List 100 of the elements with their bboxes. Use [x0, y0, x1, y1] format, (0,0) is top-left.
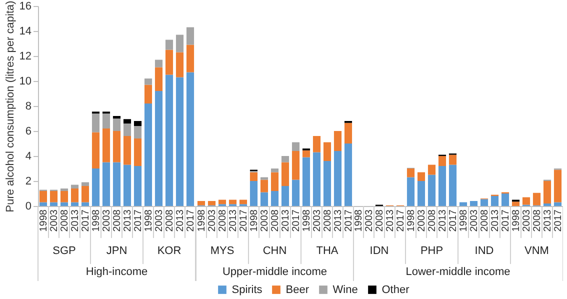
bar [39, 191, 48, 202]
bar [448, 154, 457, 165]
bar [428, 164, 436, 175]
bar [165, 50, 174, 75]
bar [260, 180, 268, 192]
bar [480, 199, 488, 206]
x-tick-label: 1998 [196, 209, 207, 232]
text: VNM [524, 245, 549, 257]
x-axis-title: Lower-middle income [406, 266, 510, 278]
bar [260, 177, 268, 180]
x-tick-label: 2003 [48, 209, 60, 232]
bar [291, 151, 300, 180]
bar [554, 202, 562, 206]
bar [112, 131, 121, 162]
x-tick-label: 2008 [532, 209, 543, 232]
bar [186, 27, 194, 45]
x-tick-label: 1998 [143, 209, 154, 232]
x-tick-label: 2013 [70, 209, 81, 232]
x-tick-label: 2017 [185, 209, 196, 232]
bar [112, 118, 121, 131]
x-tick-label: 2008 [426, 209, 438, 232]
x-tick-label: 2013 [490, 209, 501, 232]
x-tick-label: 2017 [132, 209, 144, 232]
bar [154, 60, 163, 68]
bar [428, 174, 436, 206]
bar [490, 196, 499, 206]
x-tick-label: 2013 [437, 209, 448, 232]
text: JPN [106, 245, 128, 257]
x-tick-label: 2003 [364, 209, 375, 232]
x-tick-label: 2008 [216, 209, 228, 232]
bar [322, 161, 331, 206]
bar [60, 191, 68, 202]
text: KOR [157, 245, 182, 257]
bar [92, 168, 100, 206]
bar [406, 177, 415, 206]
bar [50, 202, 58, 206]
x-tick-label: 2013 [280, 209, 291, 232]
bar [238, 200, 247, 204]
bar [144, 104, 152, 206]
x-tick-label: 2017 [552, 209, 564, 232]
bar [249, 181, 258, 206]
bar [532, 192, 541, 206]
text: IDN [370, 245, 389, 257]
bar [344, 122, 352, 144]
x-tick-label: 2017 [500, 209, 512, 232]
bar [123, 119, 132, 124]
x-tick-label: 2003 [154, 209, 165, 232]
bar [312, 136, 320, 152]
x-tick-label: 2013 [174, 209, 186, 232]
bar [280, 186, 289, 206]
bar [134, 121, 142, 126]
bar [249, 172, 258, 181]
x-tick-label: 2003 [311, 209, 322, 232]
bar [344, 144, 352, 206]
bar [270, 168, 278, 172]
x-tick-label: 1998 [38, 209, 50, 232]
x-tick-label: 2013 [122, 209, 134, 232]
y-tick-label: 2 [25, 176, 32, 188]
x-tick-label: 2003 [416, 209, 428, 232]
bar [70, 188, 79, 202]
bar [134, 126, 142, 138]
bar [50, 191, 58, 202]
text: THA [316, 245, 338, 257]
x-tick-label: 2013 [227, 209, 238, 232]
x-tick-label: 2003 [101, 209, 112, 232]
bar [333, 151, 342, 206]
bar [112, 162, 121, 206]
bar [102, 128, 110, 162]
y-tick-label: 12 [19, 50, 32, 62]
x-tick-label: 2017 [342, 209, 354, 232]
x-tick-label: 2008 [59, 209, 70, 232]
x-tick-label: 1998 [458, 209, 470, 232]
bar [81, 186, 90, 202]
bar [417, 181, 426, 206]
x-tick-label: 1998 [90, 209, 102, 232]
x-tick-label: 2003 [206, 209, 218, 232]
bar [417, 172, 426, 181]
bar [134, 166, 142, 206]
x-tick-label: 2008 [164, 209, 176, 232]
x-tick-label: 2003 [258, 209, 270, 232]
x-tick-label: 2008 [322, 209, 333, 232]
x-tick-label: 2017 [80, 209, 92, 232]
bar [554, 170, 562, 202]
x-axis-title: High-income [86, 266, 148, 278]
bar [60, 202, 68, 206]
x-tick-label: 2017 [448, 209, 459, 232]
bar [448, 164, 457, 206]
x-tick-label: 2013 [384, 209, 396, 232]
bar [228, 200, 236, 204]
bar [218, 200, 226, 204]
y-tick-label: 8 [25, 100, 32, 112]
bar [270, 191, 278, 206]
bar [207, 201, 216, 206]
y-tick-label: 0 [25, 200, 32, 212]
bar [186, 44, 194, 72]
x-tick-label: 2017 [395, 209, 406, 232]
legend-label: Spirits [231, 284, 262, 296]
bar [102, 162, 110, 206]
legend-label: Beer [285, 284, 309, 296]
text: SGP [52, 245, 76, 257]
